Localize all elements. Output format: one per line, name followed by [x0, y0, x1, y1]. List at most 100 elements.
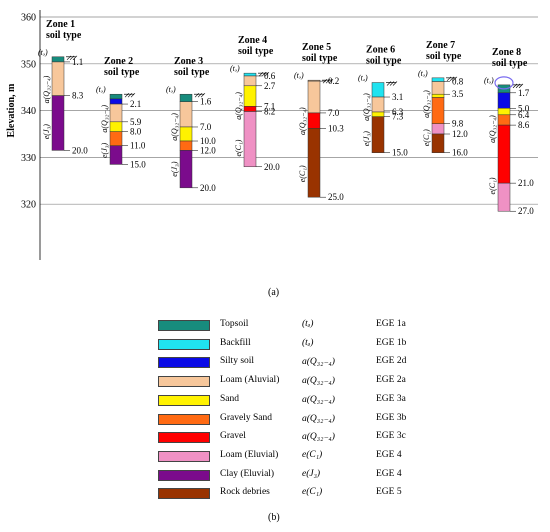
- zone-title: soil type: [366, 56, 402, 67]
- legend-ege: EGE 3b: [376, 412, 407, 423]
- depth-label: 21.0: [518, 178, 534, 188]
- legend-code: a(Q₃₂₋₄): [302, 413, 335, 424]
- legend-name: Clay (Eluvial): [220, 468, 275, 479]
- legend-code: e(C₁): [302, 449, 323, 460]
- ground-hatch: [261, 71, 267, 77]
- strata-label: a(Q₃₂₋₄): [234, 92, 243, 120]
- depth-label: 8.0: [130, 127, 142, 137]
- ground-hatch: [518, 83, 524, 89]
- soil-layer: [109, 93, 123, 100]
- ground-hatch: [386, 81, 392, 86]
- legend-ege: EGE 5: [376, 487, 402, 498]
- soil-layer: [431, 81, 445, 95]
- legend-swatch: [158, 413, 210, 425]
- depth-label: 5.9: [130, 117, 142, 127]
- soil-layer: [179, 93, 193, 102]
- soil-layer: [497, 108, 511, 116]
- legend-swatch: [158, 450, 210, 462]
- soil-layer: [497, 92, 511, 109]
- soil-layer: [243, 111, 257, 168]
- strata-label: a(Q₃₂₋₄): [362, 93, 371, 121]
- depth-label: 2.7: [264, 81, 276, 91]
- depth-label: 8.3: [72, 91, 84, 101]
- panel-a-caption: (a): [268, 287, 280, 298]
- legend-swatch: [158, 432, 210, 444]
- soil-layer: [179, 126, 193, 142]
- depth-label: 3.5: [452, 89, 464, 99]
- soil-layer: [497, 182, 511, 212]
- depth-label: 10.3: [328, 123, 344, 133]
- y-tick-label: 330: [21, 153, 36, 164]
- y-tick-label: 350: [21, 59, 36, 70]
- legend-ege: EGE 1b: [376, 337, 407, 348]
- legend-swatch: [158, 376, 210, 388]
- strata-label: (tₔ): [484, 76, 494, 85]
- soil-layer: [497, 114, 511, 126]
- zone-title: soil type: [104, 67, 140, 78]
- y-tick-label: 360: [21, 13, 36, 24]
- depth-label: 7.0: [200, 122, 212, 132]
- soil-layer: [51, 56, 65, 63]
- soil-layer: [497, 124, 511, 184]
- legend-swatch: [158, 357, 210, 369]
- strata-label: (tₔ): [230, 64, 240, 73]
- depth-label: 20.0: [264, 162, 280, 172]
- legend-code: (tₔ): [302, 319, 314, 329]
- ground-hatch: [66, 55, 72, 60]
- strata-label: (tₔ): [166, 85, 176, 94]
- depth-label: 11.0: [130, 141, 146, 151]
- ground-hatch: [264, 71, 270, 77]
- legend-ege: EGE 3a: [376, 393, 406, 404]
- zone-title: Zone 2: [104, 56, 133, 67]
- strata-label: e(C₁): [234, 139, 243, 156]
- legend-name: Backfill: [220, 337, 251, 348]
- depth-label: 8.2: [264, 107, 275, 117]
- soil-layer: [307, 80, 321, 114]
- strata-label: e(J₃): [42, 124, 51, 140]
- soil-layer: [431, 133, 445, 153]
- strata-label: a(Q₃₂₋₄): [488, 115, 497, 143]
- depth-label: 1.6: [200, 97, 212, 107]
- strata-label: e(C₁): [488, 177, 497, 194]
- depth-label: 6.4: [518, 110, 530, 120]
- legend-swatch: [158, 338, 210, 350]
- soil-layer: [51, 61, 65, 96]
- depth-label: 16.0: [452, 148, 468, 158]
- highlight-circle: [494, 76, 514, 90]
- strata-label: e(C₁): [298, 165, 307, 182]
- soil-layer: [371, 116, 385, 153]
- depth-label: 8.6: [518, 120, 530, 130]
- legend-name: Topsoil: [220, 319, 249, 329]
- soil-layer: [179, 140, 193, 151]
- depth-label: 6.3: [392, 107, 404, 117]
- legend-code: a(Q₃₂₋₄): [302, 432, 335, 443]
- zone-title: Zone 3: [174, 56, 203, 67]
- legend-ege: EGE 2d: [376, 356, 407, 367]
- zone-title: Zone 6: [366, 45, 395, 56]
- zone-title: Zone 5: [302, 42, 331, 53]
- soil-layer: [431, 97, 445, 124]
- ground-hatch: [124, 93, 130, 98]
- soil-layer: [243, 75, 257, 87]
- ground-hatch: [446, 76, 452, 82]
- legend-ege: EGE 1a: [376, 319, 406, 329]
- depth-label: 20.0: [72, 145, 88, 155]
- zone-title: Zone 1: [46, 19, 75, 30]
- strata-label: a(Q₃₂₋₄): [42, 75, 51, 103]
- ground-hatch: [69, 55, 75, 60]
- soil-layer: [243, 106, 257, 112]
- depth-label: 0.2: [328, 76, 339, 86]
- depth-label: 15.0: [392, 148, 408, 158]
- strata-label: e(J₃): [170, 161, 179, 177]
- depth-label: 20.0: [200, 183, 216, 193]
- soil-layer: [109, 131, 123, 146]
- depth-label: 3.1: [392, 92, 403, 102]
- ground-hatch: [72, 55, 78, 60]
- ground-hatch: [452, 76, 458, 82]
- ground-hatch: [325, 78, 331, 84]
- soil-layer: [243, 85, 257, 107]
- zone-title: soil type: [492, 58, 528, 69]
- soil-layer: [109, 103, 123, 123]
- strata-label: (tₔ): [358, 74, 368, 83]
